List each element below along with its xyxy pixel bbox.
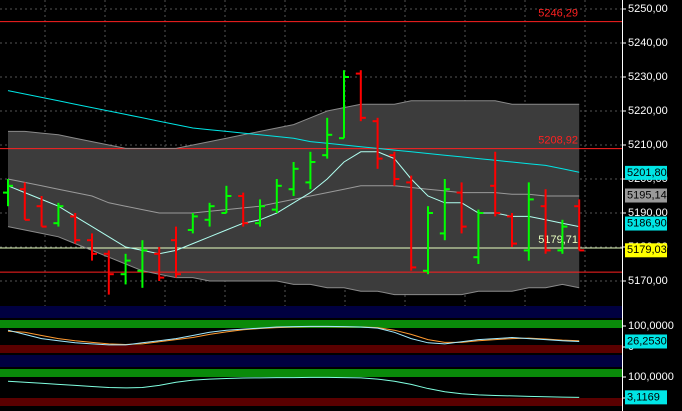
ohlc-bar [540, 189, 551, 254]
y-tick-label: 5240,00 [628, 37, 668, 49]
ohlc-bar [288, 162, 299, 196]
y-tick-label: 100,0000 [628, 320, 674, 332]
ohlc-bar [171, 226, 181, 278]
price-box [625, 165, 667, 180]
ohlc-bar [70, 213, 81, 244]
ohlc-bar [271, 179, 282, 213]
price-box [625, 334, 667, 349]
ohlc-bar [120, 253, 131, 285]
ohlc-bar [372, 117, 383, 169]
indicator-line [7, 151, 580, 255]
price-label: 5201,80 [627, 167, 667, 179]
price-box [625, 390, 667, 405]
ohlc-bar [355, 70, 366, 122]
ohlc-bar [339, 70, 349, 140]
ohlc-bar [423, 206, 433, 275]
ohlc-bar [456, 182, 467, 234]
separator [0, 306, 622, 318]
y-tick-label: 5210,00 [628, 139, 668, 151]
indicator-line [7, 376, 580, 398]
level-label: 5246,29 [538, 8, 578, 20]
level-label: 5179,71 [538, 234, 578, 246]
indicator-line [7, 90, 580, 173]
ohlc-bar [103, 250, 114, 295]
ohlc-bar [19, 182, 30, 221]
ohlc-bar [523, 182, 534, 261]
price-box [625, 243, 667, 258]
ohlc-bar [473, 209, 484, 264]
price-label: 26,2530 [627, 335, 667, 347]
oversold-zone [0, 345, 622, 353]
y-tick-label: 5190,00 [628, 207, 668, 219]
overbought-zone [0, 369, 622, 377]
ohlc-bar [87, 233, 97, 261]
price-label: 5179,03 [627, 244, 667, 256]
ohlc-bar [255, 199, 265, 227]
price-box [625, 188, 667, 203]
ohlc-bar [305, 151, 316, 190]
ohlc-bar [53, 202, 64, 227]
ohlc-bar [557, 219, 568, 254]
ohlc-bar [238, 192, 249, 227]
band-edge [8, 100, 580, 149]
ohlc-bar [574, 199, 585, 252]
price-box [625, 216, 667, 231]
separator [0, 355, 622, 367]
price-label: 5195,14 [627, 189, 667, 201]
bollinger-band [8, 100, 580, 295]
price-label: 3,1169 [627, 391, 660, 403]
y-tick-label: 5220,00 [628, 105, 668, 117]
y-tick-label: 5170,00 [628, 275, 668, 287]
y-tick-label: 5230,00 [628, 71, 668, 83]
ohlc-bar [507, 213, 517, 247]
ohlc-bar [490, 151, 501, 217]
oversold-zone [0, 398, 622, 406]
indicator-line [7, 325, 580, 346]
ohlc-bar [406, 175, 417, 271]
level-label: 5208,92 [538, 135, 578, 147]
ohlc-bar [36, 196, 47, 228]
overbought-zone [0, 320, 622, 328]
ohlc-bar [322, 117, 333, 159]
y-tick-label: 5250,00 [628, 3, 668, 15]
ohlc-bar [187, 213, 198, 234]
band-edge [7, 226, 580, 296]
ohlc-bar [389, 151, 400, 186]
ohlc-bar [204, 202, 215, 227]
ohlc-bar [3, 179, 13, 207]
ohlc-bar [221, 185, 232, 214]
y-tick-label: 100,0000 [628, 371, 674, 383]
ohlc-bar [439, 179, 450, 241]
ohlc-bar [137, 240, 148, 288]
price-label: 5186,90 [627, 217, 667, 229]
ohlc-bar [154, 247, 165, 281]
indicator-line [7, 178, 580, 214]
